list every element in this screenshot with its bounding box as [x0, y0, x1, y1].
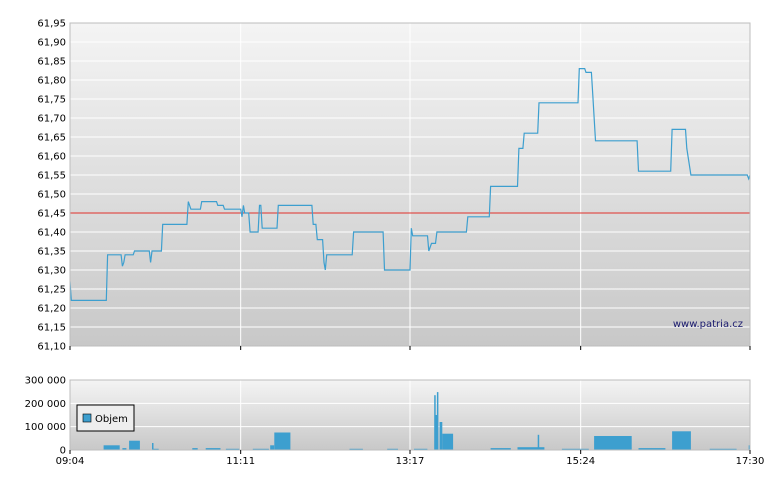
- price-y-tick-label: 61,75: [37, 95, 66, 106]
- volume-bar: [517, 447, 545, 450]
- price-y-tick-label: 61,25: [37, 285, 66, 296]
- volume-bar: [152, 443, 154, 450]
- volume-bar: [129, 440, 140, 450]
- x-tick-label: 09:04: [56, 456, 85, 467]
- volume-bar: [638, 448, 666, 450]
- volume-bar: [561, 448, 589, 450]
- price-y-axis: 61,95 61,90 61,85 61,80 61,75 61,70 61,65 61,60…: [37, 19, 66, 353]
- volume-bar: [103, 445, 120, 450]
- volume-bar: [435, 415, 437, 450]
- price-y-tick-label: 61,15: [37, 323, 66, 334]
- price-y-tick-label: 61,20: [37, 304, 66, 315]
- volume-bar: [349, 448, 363, 450]
- volume-bar: [490, 448, 511, 450]
- volume-bar: [252, 448, 269, 450]
- volume-bar: [709, 448, 737, 450]
- volume-bar: [387, 448, 398, 450]
- volume-bar: [748, 445, 750, 450]
- price-y-tick-label: 61,10: [37, 342, 66, 353]
- price-y-tick-label: 61,85: [37, 57, 66, 68]
- volume-bar: [434, 395, 436, 450]
- volume-y-tick-label: 300 000: [25, 376, 66, 387]
- volume-bar: [274, 432, 291, 450]
- volume-bar: [122, 448, 127, 450]
- volume-bars: [103, 392, 750, 450]
- price-y-tick-label: 61,40: [37, 228, 66, 239]
- price-y-tick-label: 61,70: [37, 114, 66, 125]
- price-y-tick-label: 61,35: [37, 247, 66, 258]
- volume-y-tick-label: 0: [60, 446, 66, 457]
- volume-bar: [672, 431, 691, 450]
- price-y-tick-label: 61,30: [37, 266, 66, 277]
- price-y-tick-label: 61,65: [37, 133, 66, 144]
- price-y-tick-label: 61,80: [37, 76, 66, 87]
- volume-bar: [594, 436, 632, 450]
- volume-bar: [270, 445, 275, 450]
- x-tick-label: 17:30: [736, 456, 765, 467]
- volume-y-tick-label: 100 000: [25, 422, 66, 433]
- price-y-tick-label: 61,55: [37, 171, 66, 182]
- x-tick-label: 15:24: [566, 456, 595, 467]
- legend-label: Objem: [95, 414, 128, 425]
- volume-bar: [439, 422, 443, 450]
- volume-bar: [205, 448, 221, 450]
- price-series-line: [70, 68, 750, 301]
- volume-bar: [436, 392, 439, 450]
- x-tick-label: 13:17: [396, 456, 425, 467]
- price-y-tick-label: 61,50: [37, 190, 66, 201]
- volume-y-axis: 300 000 200 000 100 000 0: [25, 376, 66, 457]
- volume-bar: [192, 448, 198, 450]
- volume-bar: [442, 433, 454, 450]
- price-panel: 61,95 61,90 61,85 61,80 61,75 61,70 61,65 61,60…: [37, 19, 751, 353]
- volume-bar: [414, 448, 428, 450]
- x-tick-label: 11:11: [226, 456, 255, 467]
- time-x-axis: 09:04 11:11 13:17 15:24 17:30: [56, 346, 765, 467]
- legend: Objem: [76, 404, 135, 432]
- volume-y-tick-label: 200 000: [25, 399, 66, 410]
- price-y-tick-label: 61,95: [37, 19, 66, 30]
- volume-bar: [153, 448, 159, 450]
- price-y-tick-label: 61,45: [37, 209, 66, 220]
- watermark: www.patria.cz: [673, 319, 743, 330]
- legend-swatch: [82, 413, 92, 423]
- price-y-tick-label: 61,60: [37, 152, 66, 163]
- volume-bar: [225, 448, 240, 450]
- volume-bar: [537, 434, 540, 450]
- volume-panel: 300 000 200 000 100 000 0 Objem: [25, 376, 751, 457]
- price-y-tick-label: 61,90: [37, 38, 66, 49]
